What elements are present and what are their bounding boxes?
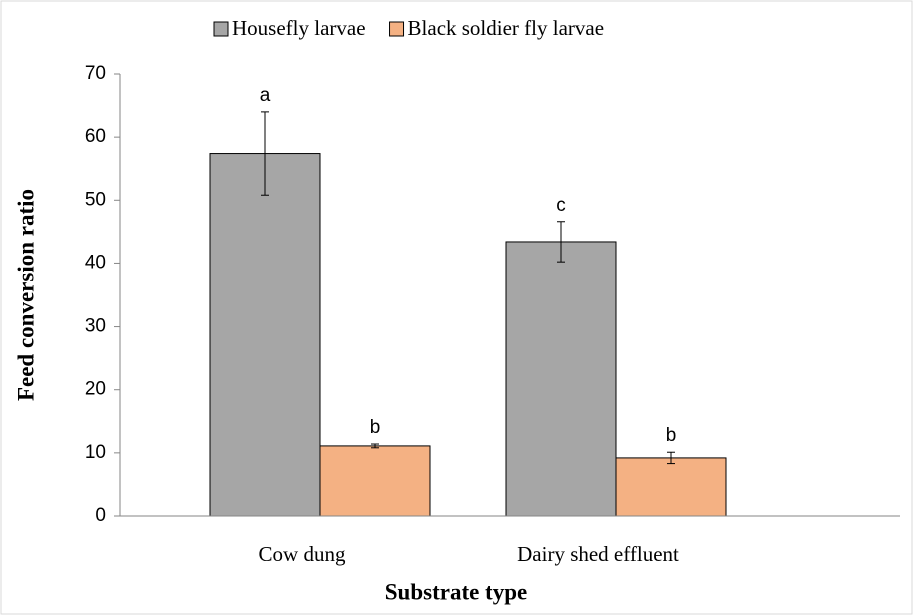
y-tick-label: 10 bbox=[85, 442, 106, 463]
x-tick-label: Dairy shed effluent bbox=[517, 542, 679, 566]
y-axis-title: Feed conversion ratio bbox=[13, 189, 38, 401]
y-tick-label: 20 bbox=[85, 379, 106, 400]
y-tick-label: 0 bbox=[95, 505, 106, 526]
legend-swatch bbox=[389, 21, 405, 37]
y-tick-label: 60 bbox=[85, 126, 106, 147]
bar bbox=[505, 241, 617, 517]
significance-label: c bbox=[556, 195, 566, 216]
legend-label: Black soldier fly larvae bbox=[408, 16, 605, 40]
legend-label: Housefly larvae bbox=[232, 16, 366, 40]
y-tick-label: 40 bbox=[85, 252, 106, 273]
bar bbox=[319, 445, 431, 517]
significance-label: b bbox=[370, 417, 381, 438]
y-tick-label: 30 bbox=[85, 316, 106, 337]
significance-label: a bbox=[260, 85, 271, 106]
x-axis-title: Substrate type bbox=[385, 579, 527, 604]
legend-swatch bbox=[213, 21, 229, 37]
y-tick-label: 70 bbox=[85, 63, 106, 84]
y-tick-label: 50 bbox=[85, 189, 106, 210]
x-tick-label: Cow dung bbox=[259, 542, 346, 566]
bar bbox=[209, 153, 321, 517]
significance-label: b bbox=[666, 425, 677, 446]
bar bbox=[615, 457, 727, 517]
